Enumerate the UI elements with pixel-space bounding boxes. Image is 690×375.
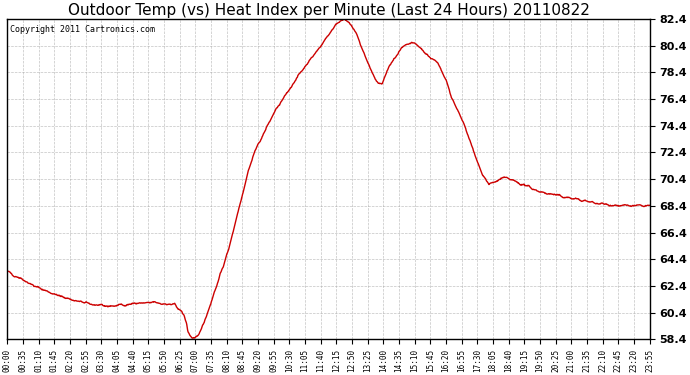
Text: Copyright 2011 Cartronics.com: Copyright 2011 Cartronics.com: [10, 26, 155, 34]
Title: Outdoor Temp (vs) Heat Index per Minute (Last 24 Hours) 20110822: Outdoor Temp (vs) Heat Index per Minute …: [68, 3, 589, 18]
